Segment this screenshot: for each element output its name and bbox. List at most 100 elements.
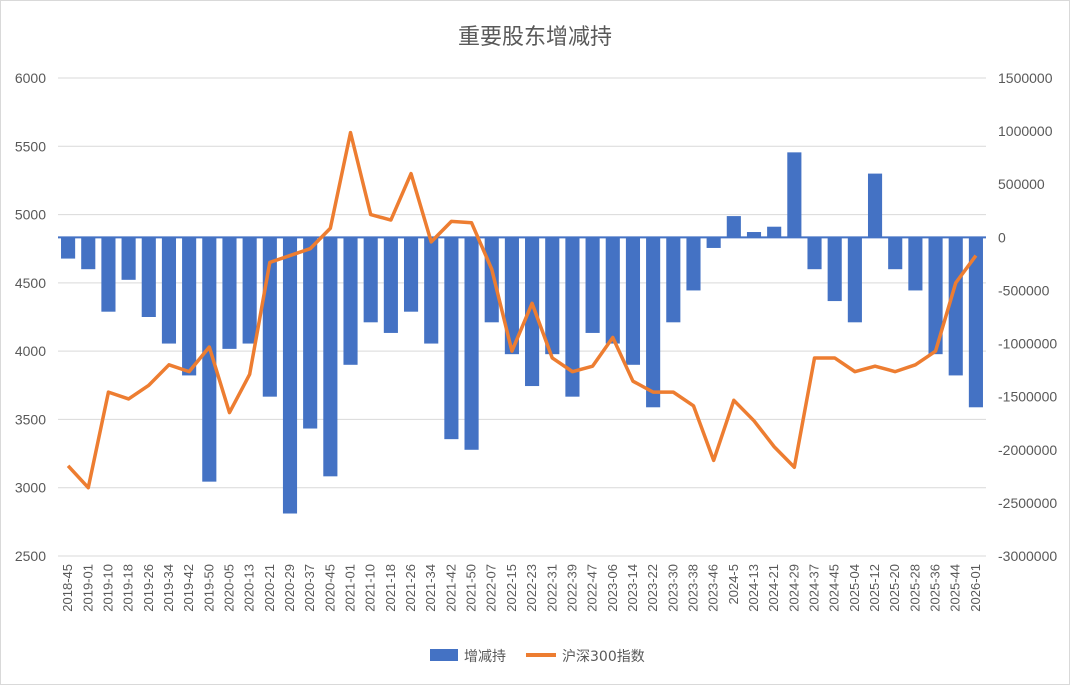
line-series (66, 130, 978, 490)
x-axis-tick-label: 2019-34 (161, 564, 176, 612)
bar (666, 237, 681, 323)
bar (81, 237, 96, 270)
x-axis-tick-label: 2022-15 (504, 564, 519, 612)
x-axis-tick-label: 2021-50 (464, 564, 479, 612)
bar (222, 237, 237, 349)
x-axis-tick-label: 2024-45 (827, 564, 842, 612)
right-axis-tick-labels: -3000000 -2500000 -2000000 -1500000 -1000000… (998, 70, 1057, 564)
bar (867, 173, 883, 238)
bar (605, 237, 620, 344)
x-axis-tick-label: 2021-10 (363, 564, 378, 612)
x-axis-tick-label: 2025-20 (887, 564, 902, 612)
bar (202, 237, 217, 482)
chart-title: 重要股东增减持 (458, 25, 612, 50)
x-axis-tick-label: 2022-39 (564, 564, 579, 612)
bar (484, 237, 499, 323)
right-axis-tick-label: -1500000 (998, 389, 1057, 405)
bar (787, 152, 802, 238)
bar (807, 237, 822, 270)
bar (363, 237, 378, 323)
x-axis-tick-label: 2020-13 (242, 564, 257, 612)
bar (646, 237, 661, 408)
left-axis-tick-label: 5500 (15, 138, 46, 154)
bar (726, 216, 741, 238)
bar (242, 237, 257, 344)
x-axis-tick-label: 2022-07 (484, 564, 499, 612)
x-axis-tick-label: 2018-45 (60, 564, 75, 612)
bar (908, 237, 923, 291)
bar (323, 237, 338, 477)
x-axis-tick-label: 2019-26 (141, 564, 156, 612)
right-axis-tick-label: 0 (998, 229, 1006, 245)
bar (585, 237, 600, 333)
x-axis-tick-label: 2019-18 (121, 564, 136, 612)
bar (61, 237, 76, 259)
left-axis-tick-label: 2500 (15, 548, 46, 564)
left-axis-tick-labels: 2500 3000 3500 4000 4500 5000 5500 6000 (15, 70, 46, 564)
left-axis-tick-label: 3000 (15, 480, 46, 496)
bar (121, 237, 136, 280)
bar (847, 237, 862, 323)
x-axis-tick-labels: 2018-45 2019-01 2019-10 2019-18 2019-26 2019-… (60, 564, 983, 612)
bar (282, 237, 298, 514)
x-axis-tick-label: 2019-42 (181, 564, 196, 612)
bar (383, 237, 398, 333)
x-axis-tick-label: 2023-14 (625, 564, 640, 612)
x-axis-tick-label: 2019-50 (201, 564, 216, 612)
bar (161, 237, 177, 344)
x-axis-tick-label: 2024-29 (786, 564, 801, 612)
right-axis-tick-label: -1000000 (998, 336, 1057, 352)
x-axis-tick-label: 2022-47 (585, 564, 600, 612)
bar (464, 237, 479, 450)
bar (343, 237, 358, 365)
right-axis-tick-label: 500000 (998, 176, 1045, 192)
bar (141, 237, 156, 317)
bar (827, 237, 842, 302)
bar (686, 237, 701, 291)
x-axis-tick-label: 2021-01 (343, 564, 358, 612)
bar (565, 237, 580, 397)
x-axis-tick-label: 2020-29 (282, 564, 297, 612)
x-axis-tick-label: 2021-18 (383, 564, 398, 612)
left-axis-tick-label: 6000 (15, 70, 46, 86)
right-axis-tick-label: 1500000 (998, 70, 1053, 86)
bar (928, 237, 943, 355)
index-line (66, 130, 978, 490)
x-axis-tick-label: 2021-34 (423, 564, 438, 612)
bar (504, 237, 519, 355)
left-axis-tick-label: 3500 (15, 411, 46, 427)
x-axis-tick-label: 2024-21 (766, 564, 781, 612)
legend-swatch-bars (430, 649, 458, 661)
x-axis-tick-label: 2020-05 (221, 564, 236, 612)
x-axis-tick-label: 2023-06 (605, 564, 620, 612)
legend-label-bars: 增减持 (464, 649, 506, 665)
x-axis-tick-label: 2025-28 (907, 564, 922, 612)
right-axis-tick-label: 1000000 (998, 123, 1053, 139)
gridlines (58, 77, 986, 557)
x-axis-tick-label: 2021-26 (403, 564, 418, 612)
bar (948, 237, 963, 376)
x-axis-tick-label: 2022-31 (544, 564, 559, 612)
x-axis-tick-label: 2019-01 (80, 564, 95, 612)
bar (403, 237, 419, 312)
x-axis-tick-label: 2024-5 (726, 564, 741, 604)
x-axis-tick-label: 2022-23 (524, 564, 539, 612)
bar (444, 237, 459, 440)
bar-series (58, 152, 986, 514)
bar (767, 226, 782, 238)
bar (303, 237, 318, 429)
x-axis-tick-label: 2020-45 (322, 564, 337, 612)
x-axis-tick-label: 2020-21 (262, 564, 277, 612)
x-axis-tick-label: 2019-10 (100, 564, 115, 612)
x-axis-tick-label: 2025-36 (928, 564, 943, 612)
legend: 增减持 沪深300指数 (430, 649, 645, 665)
bar (625, 237, 641, 365)
x-axis-tick-label: 2024-13 (746, 564, 761, 612)
right-axis-tick-label: -2000000 (998, 442, 1057, 458)
bar (545, 237, 560, 355)
bar (525, 237, 540, 387)
bar (888, 237, 903, 270)
x-axis-tick-label: 2023-38 (685, 564, 700, 612)
x-axis-tick-label: 2023-30 (665, 564, 680, 612)
